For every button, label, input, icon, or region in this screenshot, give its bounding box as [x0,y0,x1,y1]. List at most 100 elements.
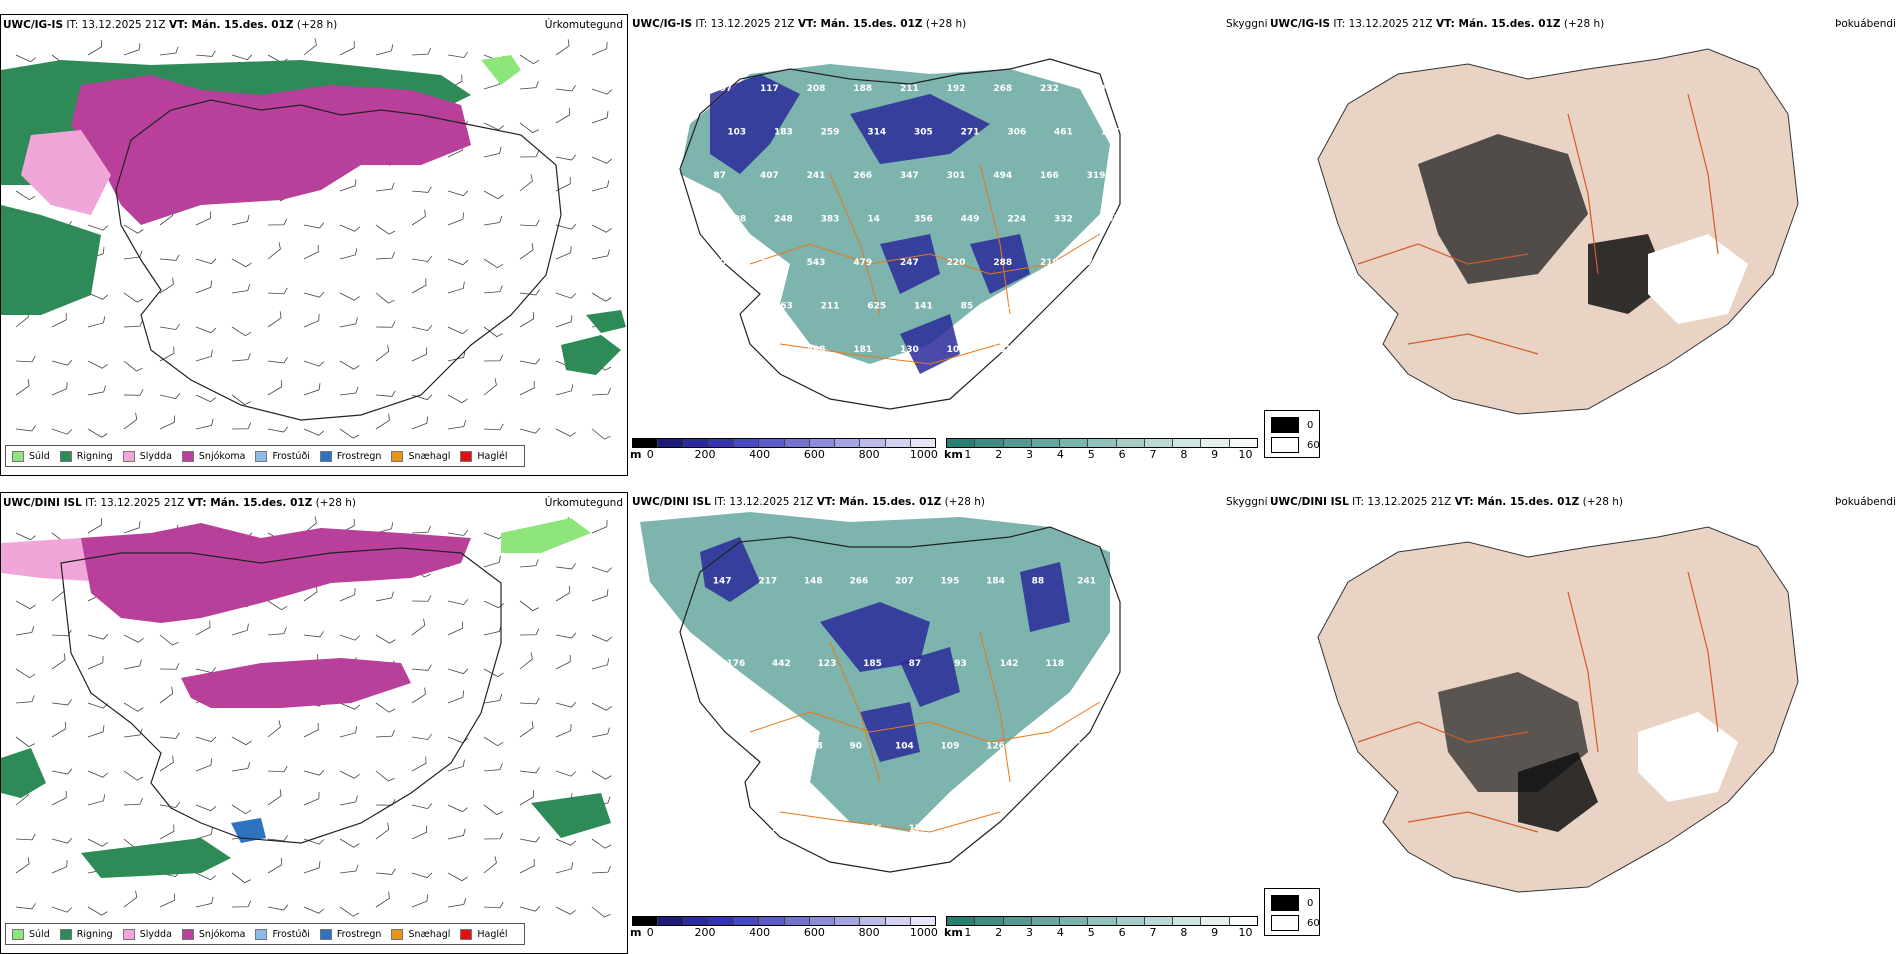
wind-barb [231,353,251,362]
wind-barb [483,326,503,338]
wind-barb [123,521,141,534]
wind-barb [483,693,503,704]
wind-barb [87,360,108,369]
panel-title: UWC/DINI ISL IT: 13.12.2025 21Z VT: Mán.… [632,496,986,508]
wind-barb [159,254,180,261]
wind-barb [447,897,467,908]
wind-barb [591,111,609,124]
colorbar-tick: 800 [858,448,880,461]
wind-barb [339,795,358,806]
ceiling-value-label: 107 [1054,302,1073,312]
wind-barb [483,832,504,840]
wind-barb [591,156,613,164]
colorbar-bin [759,917,785,925]
wind-barb [411,803,433,810]
wind-barb [159,663,180,670]
wind-barb [15,379,30,396]
colorbar-tick: 800 [858,926,880,939]
wind-barb [591,770,612,780]
wind-barb [123,728,143,738]
colorbar-bin [1116,439,1145,447]
wind-barb [591,727,610,738]
colorbar-tick: 4 [1056,448,1064,461]
wind-barb [231,54,253,61]
rain-area-west [1,205,101,315]
ceiling-area-2 [820,602,930,672]
rain-patch-w [1,748,46,798]
wind-barb [519,312,535,328]
rain-patch-se [561,335,621,375]
ceiling-value-label: 197 [727,302,746,312]
ceiling-value-label: 241 [1077,576,1096,586]
wind-barb [339,770,360,779]
wind-barb [195,418,214,430]
wind-barb [159,415,176,430]
panel-name: Úrkomutegund [544,497,623,509]
colorbar-tick: 8 [1180,926,1188,939]
ceiling-value-label: 148 [804,576,823,586]
ceiling-value-label: 87 [713,171,726,181]
ceiling-value-label: 259 [821,127,840,137]
panel-ig-cloud: 297 117 208 188 211 192 268 232 149 103 183 259 314 3… [630,14,1258,476]
colorbar-bin [809,917,835,925]
colorbar-bin [975,439,1004,447]
wind-barb [555,770,577,777]
legend-swatch [59,450,72,462]
ceiling-area-5 [900,314,960,374]
ceiling-area-4 [860,702,920,762]
colorbar-bin [1060,439,1089,447]
colorbar-bin [633,439,659,447]
wind-barb [159,346,175,362]
legend-item: Frostregn [319,928,381,940]
wind-barb [411,872,433,879]
wind-barb [483,190,504,200]
legend-swatch [319,928,332,940]
wind-barb [339,360,360,370]
wind-barb [231,258,252,268]
colorbar-tick: 0 [646,448,654,461]
colorbar-tick: 9 [1211,448,1219,461]
ceiling-area [710,74,800,174]
wind-barb [519,54,540,65]
ceiling-value-label: 107 [947,345,966,355]
wind-barb [195,280,212,294]
legend-label: Snjókoma [198,450,246,462]
wind-barb [447,212,464,226]
wind-barb [267,218,288,226]
ceiling-value-label: 184 [986,576,1005,586]
wind-barb [447,668,469,675]
ceiling-value-label: 147 [713,576,732,586]
wind-barb [159,277,174,294]
legend-label: Slydda [139,450,172,462]
legend-label: Súld [29,450,50,462]
colorbar-tick: 200 [694,926,716,939]
wind-barb [195,349,213,362]
legend-item: Snjókoma [181,928,245,940]
wind-barb [15,903,36,910]
wind-barb [483,532,505,540]
colorbar-bin [1173,439,1202,447]
wind-barb [447,258,469,266]
ceiling-value-label: 268 [993,84,1012,94]
wind-barb [519,174,533,192]
wind-barb [591,387,612,396]
wind-barb [267,287,288,295]
wind-barb [123,389,144,396]
panel-name-skyggni: Skyggni [1226,496,1268,508]
wind-barb [411,186,432,193]
wind-barb [339,702,361,710]
wind-barb [123,360,143,372]
legend-item: Slydda [122,928,172,940]
colorbar-tick: 1 [964,926,972,939]
ceiling-value-label: 88 [1032,741,1045,751]
ceiling-value-label: 266 [853,171,872,181]
visibility-unit: km [944,448,963,461]
colorbar-bin [683,439,709,447]
wind-barb [15,833,36,841]
wind-barb [591,180,610,192]
ceiling-value-label: 104 [895,741,914,751]
wind-barb [15,695,35,704]
colorbar-bin [1229,917,1257,925]
wind-barb [195,872,217,881]
wind-barb [51,629,72,637]
